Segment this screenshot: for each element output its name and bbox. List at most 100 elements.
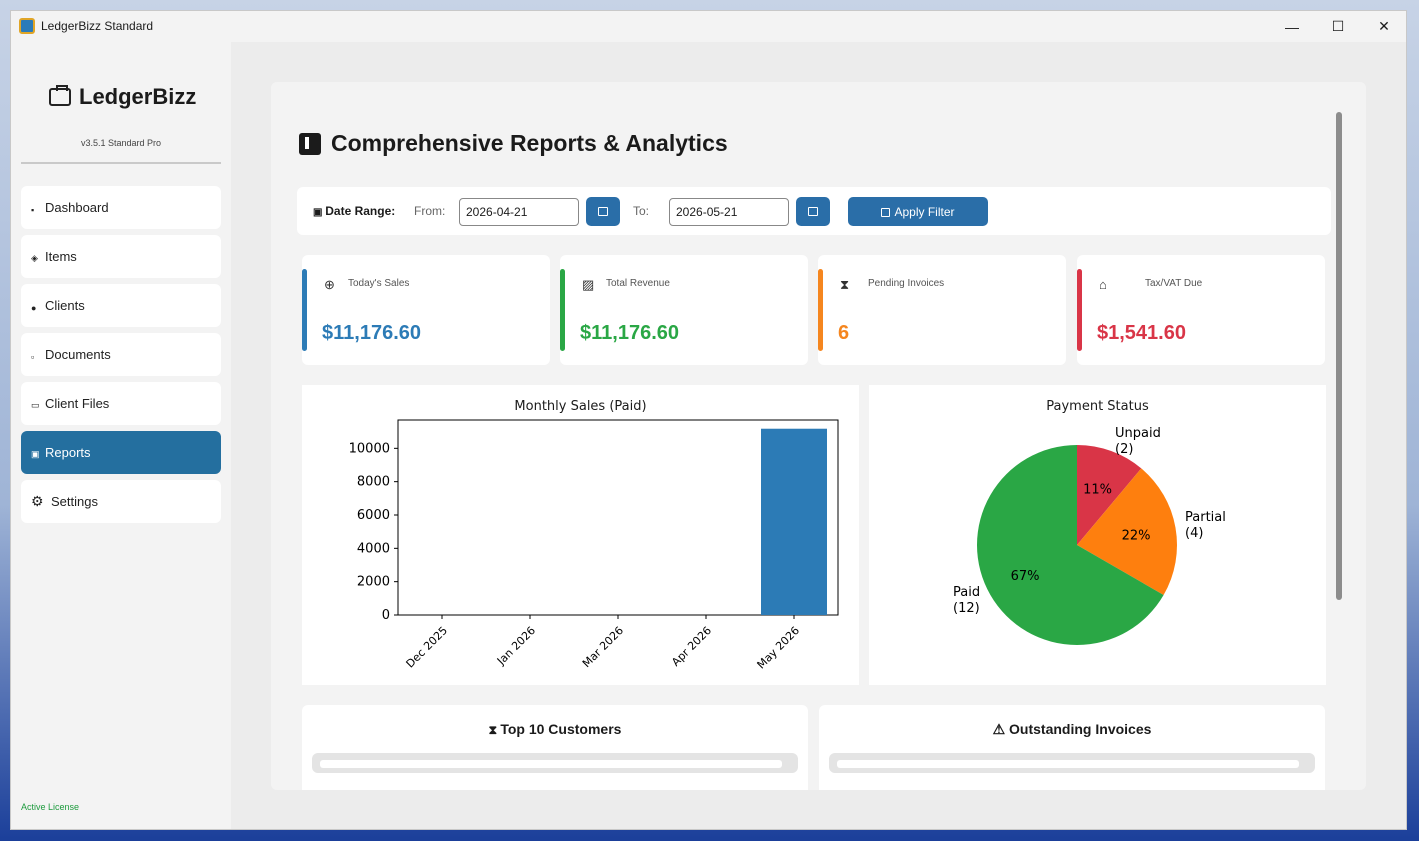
x-tick-label: May 2026: [755, 624, 803, 672]
monthly-sales-chart: Monthly Sales (Paid) Dec 2025 Jan 2026 Mar…: [302, 385, 859, 685]
sidebar-item-label: Items: [45, 249, 77, 264]
date-filter-bar: ▣ Date Range: From: To: Apply Filter: [297, 187, 1331, 235]
title-bar: LedgerBizz Standard — ☐ ✕: [11, 11, 1406, 42]
x-tick-label: Dec 2025: [404, 624, 451, 671]
date-range-label: ▣ Date Range:: [313, 204, 395, 218]
sidebar-item-label: Reports: [45, 445, 91, 460]
to-calendar-button[interactable]: [796, 197, 830, 226]
bar-chart-svg: Dec 2025 Jan 2026 Mar 2026 Apr 2026 May 2026…: [349, 419, 839, 672]
from-date-input[interactable]: [459, 198, 579, 226]
sidebar-item-reports[interactable]: ▣ Reports: [21, 431, 221, 474]
pie-slice-count: (2): [1115, 442, 1133, 457]
pie-slice-label: Partial: [1185, 510, 1226, 525]
pie-slice-label: Paid: [953, 585, 980, 600]
y-tick-label: 4000: [357, 541, 390, 556]
y-tick-label: 8000: [357, 475, 390, 490]
stat-value: $1,541.60: [1097, 322, 1186, 344]
maximize-button[interactable]: ☐: [1331, 18, 1345, 34]
window-title: LedgerBizz Standard: [41, 19, 154, 33]
folder-icon: ▭: [31, 400, 40, 410]
calendar-icon: [808, 207, 818, 216]
sidebar-item-settings[interactable]: ⚙ Settings: [21, 480, 221, 523]
apply-filter-button[interactable]: Apply Filter: [848, 197, 988, 226]
payment-status-chart: Payment Status 11% Unpaid (2) 22% Partial (4)…: [869, 385, 1326, 685]
gear-icon: ⚙: [31, 493, 44, 509]
sidebar-item-label: Clients: [45, 298, 85, 313]
sidebar-item-label: Client Files: [45, 396, 110, 411]
stat-card-tax-due: ⌂ Tax/VAT Due $1,541.60: [1077, 255, 1325, 365]
filter-icon: [881, 208, 891, 217]
y-tick-label: 10000: [349, 441, 390, 456]
users-icon: ●: [31, 302, 37, 313]
license-status: Active License: [21, 802, 80, 812]
outstanding-invoices-title: ⚠ Outstanding Invoices: [819, 721, 1325, 738]
outstanding-invoices-card: ⚠ Outstanding Invoices: [819, 705, 1325, 790]
to-label: To:: [633, 204, 650, 218]
pie-percent-label: 11%: [1083, 483, 1112, 498]
sidebar-item-documents[interactable]: ▫ Documents: [21, 333, 221, 376]
pie-slice: [1077, 468, 1177, 595]
sidebar-item-dashboard[interactable]: ▪ Dashboard: [21, 186, 221, 229]
sidebar: LedgerBizz v3.5.1 Standard Pro ▪ Dashboa…: [11, 42, 231, 829]
stat-accent-bar: [1077, 269, 1082, 351]
chart-title: Monthly Sales (Paid): [514, 399, 647, 414]
pie-chart-svg: 11% Unpaid(2) 22% Partial(4) 67% Paid(12): [953, 426, 1226, 645]
bank-icon: ⌂: [1099, 277, 1107, 292]
reports-panel: Comprehensive Reports & Analytics ▣ Date…: [271, 82, 1366, 790]
sidebar-item-label: Documents: [45, 347, 111, 362]
pie-slice: [1077, 445, 1142, 545]
y-tick-label: 0: [382, 608, 390, 623]
top-customers-title: ⧗ Top 10 Customers: [302, 721, 808, 738]
sidebar-item-clients[interactable]: ● Clients: [21, 284, 221, 327]
close-button[interactable]: ✕: [1378, 18, 1390, 34]
dashboard-icon: ▪: [31, 204, 35, 215]
app-logo-icon: [19, 18, 35, 34]
minimize-button[interactable]: —: [1285, 18, 1299, 35]
apply-filter-label: Apply Filter: [894, 204, 955, 219]
pie-slice-label: Unpaid: [1115, 426, 1161, 441]
pie-percent-label: 22%: [1122, 529, 1151, 544]
top-customers-table[interactable]: [312, 753, 798, 773]
stat-label: Today's Sales: [348, 278, 410, 289]
pie-slice-count: (12): [953, 601, 980, 616]
report-icon: [299, 132, 321, 155]
stat-card-total-revenue: ▨ Total Revenue $11,176.60: [560, 255, 808, 365]
outstanding-invoices-table[interactable]: [829, 753, 1315, 773]
from-calendar-button[interactable]: [586, 197, 620, 226]
stat-value: 6: [838, 322, 850, 344]
chart-icon: ▨: [582, 277, 595, 292]
stat-value: $11,176.60: [322, 322, 421, 344]
stat-card-pending-invoices: ⧗ Pending Invoices 6: [818, 255, 1066, 365]
outstanding-invoices-title-text: Outstanding Invoices: [1009, 721, 1152, 737]
pie-slice: [977, 445, 1164, 645]
top-customers-title-text: Top 10 Customers: [500, 721, 622, 737]
box-icon: ◈: [31, 253, 38, 263]
sidebar-item-client-files[interactable]: ▭ Client Files: [21, 382, 221, 425]
from-label: From:: [414, 204, 446, 218]
trophy-icon: ⧗: [488, 723, 501, 737]
sidebar-item-label: Settings: [51, 494, 98, 509]
warning-icon: ⚠: [992, 721, 1010, 737]
to-date-input[interactable]: [669, 198, 789, 226]
chart-title: Payment Status: [1046, 399, 1149, 414]
sidebar-divider: [21, 162, 221, 164]
calendar-icon: [598, 207, 608, 216]
stat-accent-bar: [302, 269, 307, 351]
document-icon: ▫: [31, 351, 35, 362]
pie-slice-count: (4): [1185, 526, 1203, 541]
brand: LedgerBizz: [49, 84, 196, 110]
stat-value: $11,176.60: [580, 322, 679, 344]
page-title-text: Comprehensive Reports & Analytics: [331, 130, 728, 156]
brand-name: LedgerBizz: [79, 84, 197, 109]
date-range-text: Date Range:: [325, 204, 396, 218]
version-label: v3.5.1 Standard Pro: [80, 138, 162, 148]
page-title: Comprehensive Reports & Analytics: [299, 130, 728, 157]
chart-icon: ▣: [31, 449, 40, 459]
sidebar-item-items[interactable]: ◈ Items: [21, 235, 221, 278]
stat-label: Total Revenue: [606, 278, 670, 289]
hourglass-icon: ⧗: [840, 277, 850, 292]
top-customers-card: ⧗ Top 10 Customers: [302, 705, 808, 790]
vertical-scrollbar[interactable]: [1336, 112, 1342, 600]
x-tick-label: Apr 2026: [669, 624, 714, 669]
calendar-icon: ▣: [313, 207, 326, 218]
